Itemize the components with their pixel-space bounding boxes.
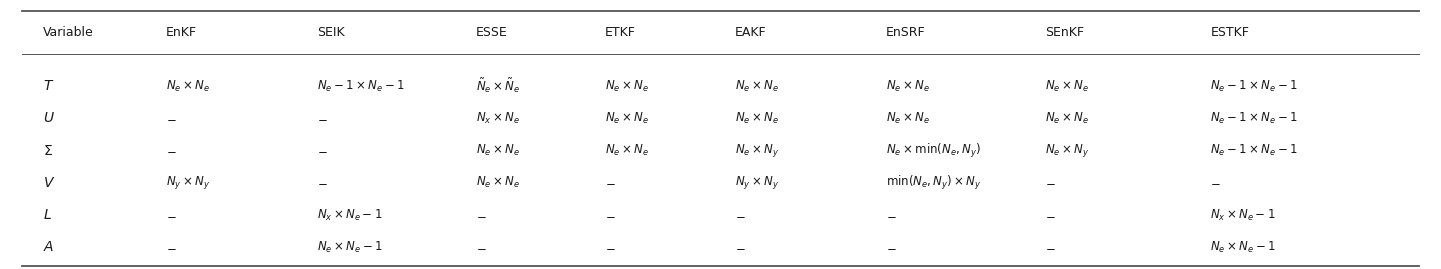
Text: $-$: $-$ [735, 209, 745, 222]
Text: $\Sigma$: $\Sigma$ [43, 144, 53, 158]
Text: $T$: $T$ [43, 79, 55, 93]
Text: $-$: $-$ [317, 144, 327, 157]
Text: $N_e \times N_e$: $N_e \times N_e$ [735, 79, 780, 94]
Text: $L$: $L$ [43, 208, 52, 222]
Text: $U$: $U$ [43, 111, 55, 125]
Text: Variable: Variable [43, 26, 94, 39]
Text: $A$: $A$ [43, 240, 55, 254]
Text: $-$: $-$ [166, 241, 176, 254]
Text: $N_e - 1 \times N_e - 1$: $N_e - 1 \times N_e - 1$ [317, 79, 405, 94]
Text: ETKF: ETKF [605, 26, 635, 39]
Text: $N_e \times N_e$: $N_e \times N_e$ [1045, 111, 1089, 126]
Text: $N_e \times N_e - 1$: $N_e \times N_e - 1$ [317, 240, 383, 255]
Text: $-$: $-$ [166, 112, 176, 125]
Text: $N_e \times N_y$: $N_e \times N_y$ [1045, 142, 1089, 159]
Text: $N_e \times N_y$: $N_e \times N_y$ [735, 142, 780, 159]
Text: $N_e \times N_e - 1$: $N_e \times N_e - 1$ [1210, 240, 1277, 255]
Text: $-$: $-$ [1045, 176, 1055, 189]
Text: $\tilde{N}_e \times \tilde{N}_e$: $\tilde{N}_e \times \tilde{N}_e$ [476, 77, 520, 95]
Text: $N_x \times N_e - 1$: $N_x \times N_e - 1$ [1210, 208, 1275, 223]
Text: $-$: $-$ [735, 241, 745, 254]
Text: $N_e \times N_e$: $N_e \times N_e$ [605, 111, 650, 126]
Text: $N_x \times N_e - 1$: $N_x \times N_e - 1$ [317, 208, 382, 223]
Text: ESSE: ESSE [476, 26, 507, 39]
Text: $-$: $-$ [605, 209, 615, 222]
Text: $N_e \times \mathrm{min}(N_e, N_y)$: $N_e \times \mathrm{min}(N_e, N_y)$ [886, 142, 981, 160]
Text: $\mathrm{min}(N_e, N_y) \times N_y$: $\mathrm{min}(N_e, N_y) \times N_y$ [886, 174, 981, 192]
Text: $-$: $-$ [317, 112, 327, 125]
Text: SEnKF: SEnKF [1045, 26, 1084, 39]
Text: $N_e \times N_e$: $N_e \times N_e$ [605, 79, 650, 94]
Text: $N_e \times N_e$: $N_e \times N_e$ [476, 175, 520, 190]
Text: $-$: $-$ [476, 209, 486, 222]
Text: ESTKF: ESTKF [1210, 26, 1249, 39]
Text: $-$: $-$ [166, 144, 176, 157]
Text: $-$: $-$ [1210, 176, 1221, 189]
Text: $-$: $-$ [317, 176, 327, 189]
Text: EnSRF: EnSRF [886, 26, 925, 39]
Text: $N_e \times N_e$: $N_e \times N_e$ [886, 79, 931, 94]
Text: $-$: $-$ [886, 209, 896, 222]
Text: $N_e - 1 \times N_e - 1$: $N_e - 1 \times N_e - 1$ [1210, 79, 1298, 94]
Text: SEIK: SEIK [317, 26, 344, 39]
Text: $N_x \times N_e$: $N_x \times N_e$ [476, 111, 519, 126]
Text: $-$: $-$ [605, 176, 615, 189]
Text: EAKF: EAKF [735, 26, 767, 39]
Text: EnKF: EnKF [166, 26, 197, 39]
Text: $-$: $-$ [166, 209, 176, 222]
Text: $N_e - 1 \times N_e - 1$: $N_e - 1 \times N_e - 1$ [1210, 111, 1298, 126]
Text: $N_e \times N_e$: $N_e \times N_e$ [886, 111, 931, 126]
Text: $N_y \times N_y$: $N_y \times N_y$ [735, 174, 780, 192]
Text: $-$: $-$ [605, 241, 615, 254]
Text: $N_e - 1 \times N_e - 1$: $N_e - 1 \times N_e - 1$ [1210, 143, 1298, 158]
Text: $N_y \times N_y$: $N_y \times N_y$ [166, 174, 210, 192]
Text: $N_e \times N_e$: $N_e \times N_e$ [1045, 79, 1089, 94]
Text: $-$: $-$ [1045, 241, 1055, 254]
Text: $N_e \times N_e$: $N_e \times N_e$ [605, 143, 650, 158]
Text: $-$: $-$ [1045, 209, 1055, 222]
Text: $N_e \times N_e$: $N_e \times N_e$ [166, 79, 210, 94]
Text: $-$: $-$ [476, 241, 486, 254]
Text: $V$: $V$ [43, 176, 56, 190]
Text: $-$: $-$ [886, 241, 896, 254]
Text: $N_e \times N_e$: $N_e \times N_e$ [476, 143, 520, 158]
Text: $N_e \times N_e$: $N_e \times N_e$ [735, 111, 780, 126]
